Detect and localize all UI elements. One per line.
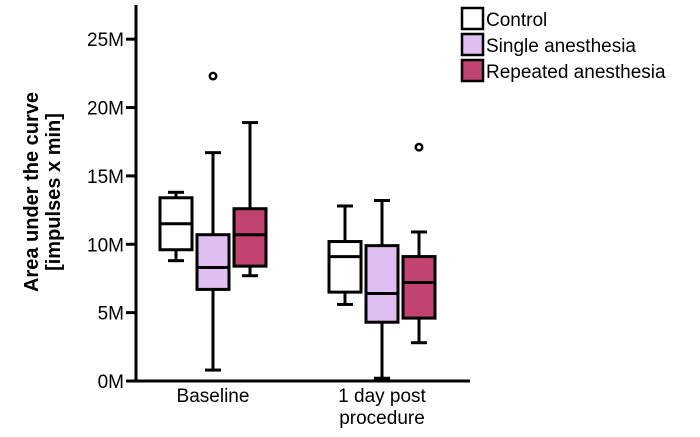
box-series (158, 71, 437, 380)
y-tick-label: 0M (98, 372, 124, 393)
outlier-point (208, 71, 218, 81)
legend-label: Single anesthesia (486, 36, 636, 57)
y-tick-label: 5M (98, 304, 124, 325)
legend-label: Repeated anesthesia (486, 62, 666, 83)
legend-swatch (460, 32, 485, 57)
y-axis-title: Area under the curve [impulses x min] (21, 92, 65, 292)
x-category-label: procedure (339, 408, 425, 429)
box-single-anesthesia (364, 199, 400, 380)
axes (134, 5, 470, 383)
legend: Control Single anesthesia Repeated anesthe… (460, 6, 666, 83)
y-axis-title-line-1: Area under the curve (21, 92, 43, 292)
y-tick-label: 25M (87, 30, 124, 51)
box-control (327, 204, 363, 306)
legend-swatch (460, 6, 485, 31)
y-tick-label: 15M (87, 167, 124, 188)
x-category-label: Baseline (177, 386, 250, 407)
outlier-point (414, 142, 424, 152)
box-repeated-anesthesia (401, 142, 437, 345)
y-tick-label: 10M (87, 235, 124, 256)
box-control (158, 190, 194, 263)
box-iqr (195, 233, 231, 291)
legend-label: Control (486, 10, 547, 31)
legend-swatch (460, 58, 485, 83)
box-iqr (364, 244, 400, 324)
box-iqr (327, 240, 363, 294)
y-axis-title-line-2: [impulses x min] (43, 113, 65, 271)
box-single-anesthesia (195, 71, 231, 372)
box-repeated-anesthesia (232, 121, 268, 278)
box-iqr (232, 207, 268, 268)
y-tick-label: 20M (87, 99, 124, 120)
x-category-label: 1 day post (338, 386, 426, 407)
y-axis-ticks: 0M 5M 10M 15M 20M 25M (87, 30, 136, 393)
box-iqr (401, 255, 437, 320)
